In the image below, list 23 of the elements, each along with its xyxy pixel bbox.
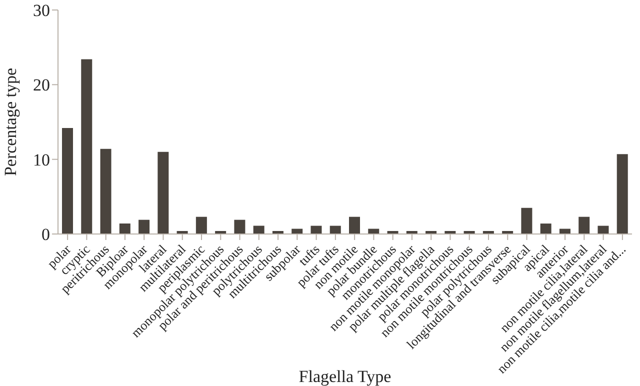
y-tick-label: 20 (33, 76, 50, 95)
bar (616, 154, 628, 234)
bar (578, 216, 590, 234)
bar (196, 216, 207, 234)
bar (138, 220, 150, 234)
y-tick-label: 10 (33, 150, 50, 170)
bar (81, 59, 92, 234)
y-tick-label: 0 (42, 225, 50, 244)
x-axis-title: Flagella Type (298, 367, 392, 386)
bar (310, 226, 322, 234)
bar (158, 152, 169, 234)
bar (62, 128, 73, 234)
bar (598, 226, 609, 234)
bar (330, 226, 341, 234)
bar (349, 216, 360, 234)
bar (253, 226, 264, 234)
bar (119, 224, 130, 234)
bar (100, 148, 112, 234)
bar (234, 220, 246, 234)
bar (540, 224, 552, 234)
y-tick-label: 30 (33, 1, 50, 20)
y-axis-title: Percentage type (1, 68, 20, 176)
bar (521, 208, 532, 234)
